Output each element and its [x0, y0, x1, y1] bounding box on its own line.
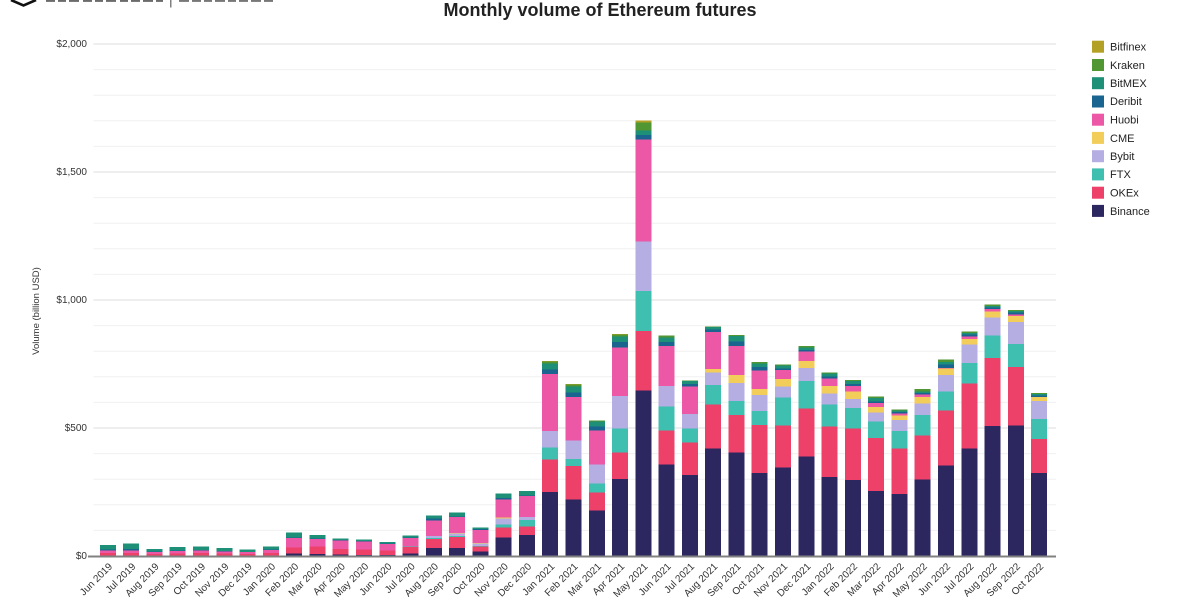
svg-text:$500: $500 [65, 423, 88, 434]
svg-text:Kraken: Kraken [1110, 60, 1145, 72]
svg-text:CME: CME [1110, 133, 1134, 145]
svg-text:Volume (billion USD): Volume (billion USD) [31, 267, 42, 355]
svg-text:Monthly volume of Ethereum fut: Monthly volume of Ethereum futures [443, 0, 756, 20]
svg-text:Bitfinex: Bitfinex [1110, 42, 1147, 54]
svg-text:OKEx: OKEx [1110, 188, 1139, 200]
svg-text:$1,000: $1,000 [56, 295, 87, 306]
svg-text:BitMEX: BitMEX [1110, 78, 1147, 90]
svg-text:$1,500: $1,500 [56, 167, 87, 178]
svg-text:Deribit: Deribit [1110, 96, 1142, 108]
svg-text:Bybit: Bybit [1110, 151, 1134, 163]
svg-text:$2,000: $2,000 [56, 39, 87, 50]
svg-text:FTX: FTX [1110, 169, 1131, 181]
svg-text:Huobi: Huobi [1110, 115, 1139, 127]
svg-text:Binance: Binance [1110, 206, 1150, 218]
svg-text:$0: $0 [76, 551, 88, 562]
